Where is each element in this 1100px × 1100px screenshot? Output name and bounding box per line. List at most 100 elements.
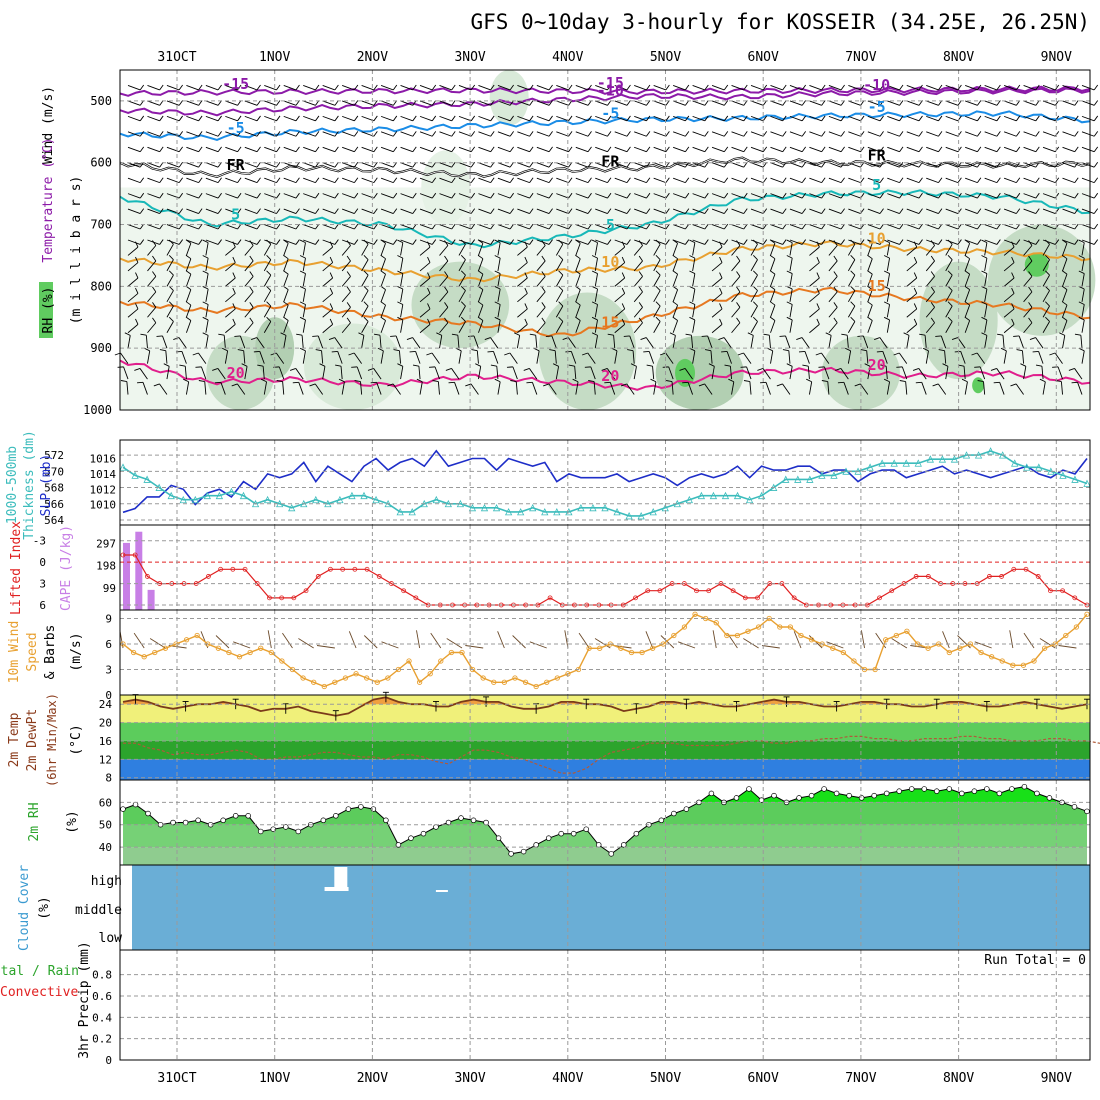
rh-marker bbox=[370, 806, 377, 812]
axis-label-pressure: (m i l l i b a r s) bbox=[69, 176, 84, 325]
wind-barb-feather bbox=[477, 254, 484, 260]
wind-barb-feather bbox=[997, 333, 1004, 336]
wind-barb bbox=[497, 239, 511, 245]
wind-barb bbox=[342, 115, 355, 122]
wind-barb bbox=[906, 131, 920, 137]
wind-barb-feather bbox=[665, 192, 670, 199]
wind-barb-feather bbox=[380, 254, 386, 260]
wind-barb bbox=[1062, 162, 1075, 168]
wind-barb bbox=[789, 100, 803, 106]
wind-barb bbox=[400, 115, 413, 122]
wind-barb bbox=[867, 224, 881, 230]
wind-barb-feather bbox=[412, 208, 417, 214]
wind-barb-feather bbox=[427, 303, 431, 310]
wind-barb bbox=[828, 291, 838, 303]
wind-barb-feather bbox=[621, 303, 626, 310]
thickness-marker bbox=[348, 491, 356, 500]
axis-label-minmax: (6hr Min/Max) bbox=[45, 693, 59, 787]
wind-barb-feather bbox=[821, 100, 826, 106]
wind-barb-feather bbox=[816, 272, 820, 279]
wind-barb-feather bbox=[509, 84, 514, 91]
wind-barb bbox=[342, 85, 355, 91]
wind-barb-feather bbox=[163, 363, 170, 367]
wind-barb-feather bbox=[427, 318, 431, 325]
wind-barb bbox=[770, 85, 783, 91]
wind-barb bbox=[632, 350, 635, 364]
wind-barb-feather bbox=[626, 223, 631, 230]
wind-barb bbox=[1003, 193, 1017, 199]
wind-barb-feather bbox=[719, 256, 723, 263]
wind-barb-feather bbox=[1045, 270, 1050, 276]
wind-barb bbox=[1042, 305, 1050, 318]
wind-barb-feather bbox=[1061, 285, 1068, 290]
wind-barb-feather bbox=[416, 378, 423, 383]
wind-barb bbox=[419, 100, 433, 106]
wind-barb bbox=[147, 350, 151, 364]
wind-barb bbox=[828, 322, 838, 334]
panel-frame bbox=[119, 949, 1091, 1061]
li-tick-label: -3 bbox=[33, 535, 46, 548]
wind-barb-feather bbox=[124, 332, 131, 336]
wind-barb bbox=[692, 208, 705, 214]
lifted-index-marker bbox=[413, 595, 419, 601]
wind-speed-marker bbox=[448, 649, 455, 656]
wind-barb bbox=[770, 304, 776, 318]
wind-barb-feather bbox=[621, 318, 626, 325]
wind-barb bbox=[283, 193, 297, 199]
wind-barb bbox=[204, 381, 207, 395]
wind-barb-feather bbox=[743, 177, 748, 183]
wind-barb bbox=[205, 100, 219, 106]
wind-barb bbox=[906, 335, 910, 349]
cloud-level-label: middle bbox=[75, 903, 122, 918]
wind-barb-feather bbox=[490, 84, 495, 91]
wind-barb bbox=[1023, 224, 1036, 230]
wind-barb bbox=[653, 193, 667, 199]
wind-barb bbox=[809, 146, 822, 153]
wind-barb bbox=[147, 276, 157, 287]
isotherm-FR-inner bbox=[119, 157, 1091, 178]
wind-barb-feather bbox=[568, 192, 573, 199]
thickness-marker bbox=[1059, 471, 1067, 479]
thickness-marker bbox=[263, 495, 272, 504]
wind-barb-feather bbox=[762, 239, 768, 245]
wind-barb-feather bbox=[850, 301, 856, 307]
wind-barb-feather bbox=[202, 239, 209, 244]
wind-barb bbox=[945, 85, 959, 91]
wind-barb bbox=[906, 208, 920, 214]
wind-barb-feather bbox=[833, 271, 838, 277]
wind-barb bbox=[634, 239, 647, 245]
wind-barb bbox=[536, 208, 550, 214]
wind-barb bbox=[984, 242, 988, 256]
wind-barb bbox=[186, 162, 199, 168]
wind-speed-marker bbox=[363, 675, 370, 681]
wind-barb bbox=[341, 381, 345, 395]
wind-barb-feather bbox=[444, 317, 449, 324]
wind-barb bbox=[186, 193, 199, 199]
wind-speed-marker bbox=[416, 679, 423, 685]
wind-barb bbox=[400, 288, 404, 302]
wind-barb bbox=[548, 383, 557, 395]
wind-barb bbox=[653, 381, 657, 395]
wind-barb bbox=[127, 324, 139, 334]
wind-speed-marker bbox=[385, 675, 391, 681]
wind-barb bbox=[1062, 115, 1075, 122]
wind-barb bbox=[439, 131, 452, 137]
wind-barb-feather bbox=[397, 270, 404, 274]
wind-barb bbox=[672, 224, 686, 230]
wind-barb bbox=[711, 131, 725, 137]
wind-barb-feather bbox=[607, 177, 612, 183]
wind-barb bbox=[672, 115, 686, 122]
wind-barb bbox=[244, 146, 258, 153]
wind-barb bbox=[653, 305, 661, 318]
wind-barb bbox=[575, 208, 589, 214]
rh-marker bbox=[408, 835, 414, 841]
precip-tick-label: 0.8 bbox=[92, 969, 112, 982]
wind-barb bbox=[127, 308, 139, 318]
wind-barb bbox=[1062, 289, 1068, 302]
wind-barb-feather bbox=[529, 208, 534, 214]
rh-fill-area bbox=[987, 224, 1096, 336]
wind-barb-feather bbox=[346, 255, 351, 262]
wind-barb-feather bbox=[767, 347, 773, 352]
wind-barb-feather bbox=[723, 208, 729, 214]
wind-barb-feather bbox=[743, 84, 748, 91]
